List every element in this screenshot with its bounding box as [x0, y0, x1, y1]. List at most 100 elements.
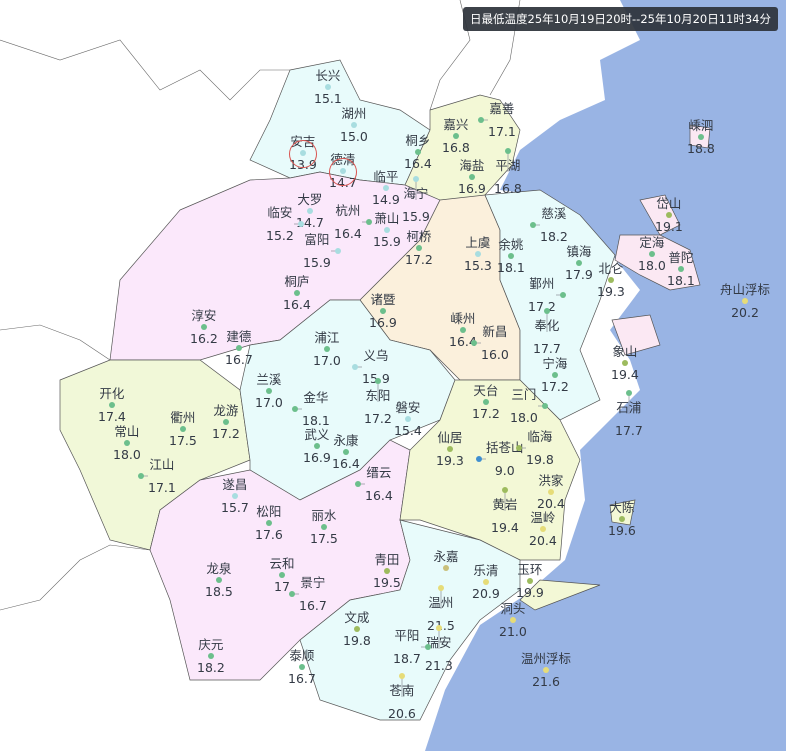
- station-marker[interactable]: [216, 577, 222, 583]
- station-marker[interactable]: [626, 390, 632, 396]
- station-marker[interactable]: [483, 579, 489, 585]
- station-marker[interactable]: [335, 248, 341, 254]
- station-name: 青田: [374, 552, 400, 567]
- station-marker[interactable]: [742, 298, 748, 304]
- station-marker[interactable]: [201, 324, 207, 330]
- station-value: 19.6: [608, 523, 636, 538]
- station-marker[interactable]: [384, 227, 390, 233]
- station-marker[interactable]: [351, 122, 357, 128]
- station-marker[interactable]: [307, 208, 313, 214]
- station-marker[interactable]: [266, 388, 272, 394]
- station-name: 海盐: [459, 158, 485, 173]
- station-marker[interactable]: [300, 150, 306, 156]
- station-marker[interactable]: [266, 520, 272, 526]
- station-marker[interactable]: [223, 419, 229, 425]
- station-name: 北仑: [598, 261, 624, 276]
- station-name: 海宁: [403, 186, 429, 201]
- station-marker[interactable]: [375, 378, 381, 384]
- station-marker[interactable]: [384, 568, 390, 574]
- station-marker[interactable]: [447, 446, 453, 452]
- station-marker[interactable]: [508, 253, 514, 259]
- station-marker[interactable]: [544, 308, 550, 314]
- station-marker[interactable]: [352, 364, 358, 370]
- station-marker[interactable]: [542, 403, 548, 409]
- station-marker[interactable]: [516, 445, 522, 451]
- station-marker[interactable]: [453, 133, 459, 139]
- map-title: 日最低温度25年10月19日20时--25年10月20日11时34分: [463, 7, 778, 31]
- station-marker[interactable]: [478, 117, 484, 123]
- station-name: 丽水: [311, 508, 337, 523]
- station-marker[interactable]: [443, 565, 449, 571]
- station-marker[interactable]: [416, 245, 422, 251]
- station-marker[interactable]: [380, 308, 386, 314]
- station-marker[interactable]: [510, 617, 516, 623]
- station-marker[interactable]: [124, 440, 130, 446]
- station-marker[interactable]: [471, 340, 477, 346]
- station-marker[interactable]: [294, 290, 300, 296]
- station-label: 景宁 16.7: [299, 576, 327, 612]
- station-marker[interactable]: [622, 360, 628, 366]
- station-name: 景宁: [300, 575, 326, 590]
- station-marker[interactable]: [425, 644, 431, 650]
- station-marker[interactable]: [415, 149, 421, 155]
- station-marker[interactable]: [324, 346, 330, 352]
- station-name: 衢州: [170, 410, 196, 425]
- station-label: 瑞安 21.3: [425, 636, 453, 672]
- station-marker[interactable]: [608, 277, 614, 283]
- station-marker[interactable]: [619, 516, 625, 522]
- station-marker[interactable]: [180, 426, 186, 432]
- station-marker[interactable]: [552, 372, 558, 378]
- station-marker[interactable]: [530, 222, 536, 228]
- station-marker[interactable]: [355, 481, 361, 487]
- station-marker[interactable]: [292, 406, 298, 412]
- station-marker[interactable]: [383, 185, 389, 191]
- station-marker[interactable]: [299, 664, 305, 670]
- station-marker[interactable]: [649, 251, 655, 257]
- station-marker[interactable]: [678, 266, 684, 272]
- station-marker[interactable]: [289, 591, 295, 597]
- station-value: 20.9: [472, 586, 500, 601]
- station-marker[interactable]: [232, 493, 238, 499]
- station-marker[interactable]: [460, 327, 466, 333]
- station-marker[interactable]: [527, 578, 533, 584]
- station-marker[interactable]: [436, 625, 442, 631]
- station-marker[interactable]: [540, 526, 546, 532]
- station-marker[interactable]: [109, 402, 115, 408]
- station-name: 镇海: [566, 244, 592, 259]
- station-marker[interactable]: [475, 251, 481, 257]
- station-name: 淳安: [191, 308, 217, 323]
- station-marker[interactable]: [476, 456, 482, 462]
- station-value: 15.1: [314, 91, 342, 106]
- station-marker[interactable]: [314, 443, 320, 449]
- station-marker[interactable]: [483, 399, 489, 405]
- station-marker[interactable]: [438, 585, 444, 591]
- station-marker[interactable]: [698, 134, 704, 140]
- station-marker[interactable]: [325, 84, 331, 90]
- station-marker[interactable]: [666, 212, 672, 218]
- station-name: 富阳: [304, 232, 330, 247]
- station-marker[interactable]: [343, 449, 349, 455]
- station-marker[interactable]: [279, 572, 285, 578]
- station-marker[interactable]: [354, 626, 360, 632]
- station-name: 宁海: [542, 356, 568, 371]
- station-value: 16.9: [458, 181, 486, 196]
- station-marker[interactable]: [366, 219, 372, 225]
- station-marker[interactable]: [298, 221, 304, 227]
- station-marker[interactable]: [138, 473, 144, 479]
- station-marker[interactable]: [405, 416, 411, 422]
- station-value: 17.5: [169, 433, 197, 448]
- station-marker[interactable]: [469, 174, 475, 180]
- station-marker[interactable]: [413, 176, 419, 182]
- station-marker[interactable]: [505, 148, 511, 154]
- station-marker[interactable]: [543, 667, 549, 673]
- station-marker[interactable]: [560, 292, 566, 298]
- station-marker[interactable]: [236, 345, 242, 351]
- station-marker[interactable]: [340, 168, 346, 174]
- station-marker[interactable]: [321, 524, 327, 530]
- station-marker[interactable]: [576, 260, 582, 266]
- station-marker[interactable]: [208, 653, 214, 659]
- station-marker[interactable]: [399, 673, 405, 679]
- station-marker[interactable]: [548, 489, 554, 495]
- station-marker[interactable]: [502, 487, 508, 493]
